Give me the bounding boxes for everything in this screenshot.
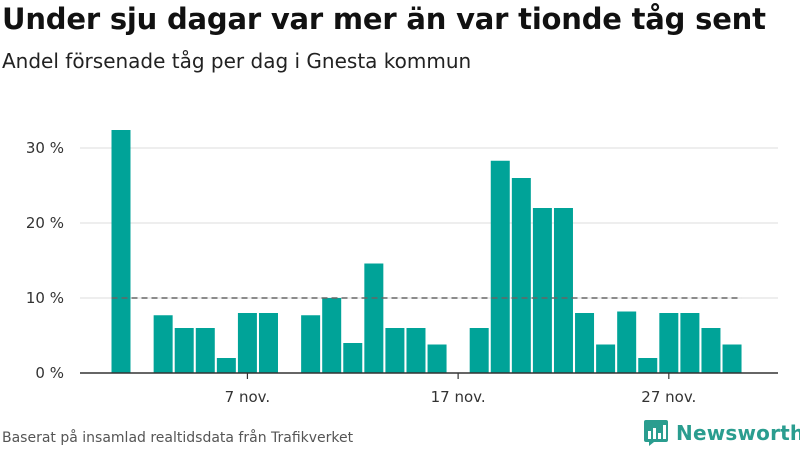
bar-25nov <box>617 311 637 373</box>
x-tick-label: 7 nov. <box>225 388 270 406</box>
bar-29nov <box>701 328 721 373</box>
bar-26nov <box>638 358 658 373</box>
bar-6nov <box>216 358 236 373</box>
chart-title: Under sju dagar var mer än var tionde tå… <box>2 2 766 36</box>
bar-20nov <box>511 178 531 373</box>
bar-16nov <box>427 344 447 373</box>
source-note: Baserat på insamlad realtidsdata från Tr… <box>2 430 354 446</box>
x-tick-label: 17 nov. <box>431 388 486 406</box>
bar-12nov <box>343 343 363 373</box>
bar-22nov <box>553 208 573 373</box>
bars <box>111 130 742 373</box>
bar-1nov <box>111 130 131 373</box>
bar-4nov <box>174 328 194 373</box>
bar-27nov <box>659 313 679 373</box>
bar-10nov <box>301 315 321 373</box>
brand-logo[interactable]: Newsworthy <box>643 419 800 447</box>
y-tick-label: 30 % <box>26 139 64 157</box>
bar-15nov <box>406 328 426 373</box>
bar-chart-logo-icon <box>644 420 668 446</box>
y-axis-ticks: 0 % 10 % 20 % 30 % <box>26 139 64 382</box>
y-tick-label: 0 % <box>35 364 64 382</box>
bar-21nov <box>532 208 552 373</box>
y-tick-label: 10 % <box>26 289 64 307</box>
y-tick-label: 20 % <box>26 214 64 232</box>
bar-30nov <box>722 344 742 373</box>
bar-28nov <box>680 313 700 373</box>
bar-14nov <box>385 328 405 373</box>
bar-19nov <box>490 160 510 373</box>
bar-3nov <box>153 315 173 373</box>
bar-7nov <box>237 313 257 373</box>
bar-18nov <box>469 328 489 373</box>
bar-11nov <box>322 298 342 373</box>
brand-name: Newsworthy <box>676 421 800 445</box>
bar-13nov <box>364 263 384 373</box>
bar-23nov <box>575 313 595 373</box>
chart-subtitle: Andel försenade tåg per dag i Gnesta kom… <box>2 49 472 73</box>
bar-5nov <box>195 328 215 373</box>
bar-8nov <box>258 313 278 373</box>
grid-lines <box>80 147 778 299</box>
x-tick-label: 27 nov. <box>641 388 696 406</box>
x-axis-ticks: 7 nov. 17 nov. 27 nov. <box>225 373 696 406</box>
bar-24nov <box>596 344 616 373</box>
